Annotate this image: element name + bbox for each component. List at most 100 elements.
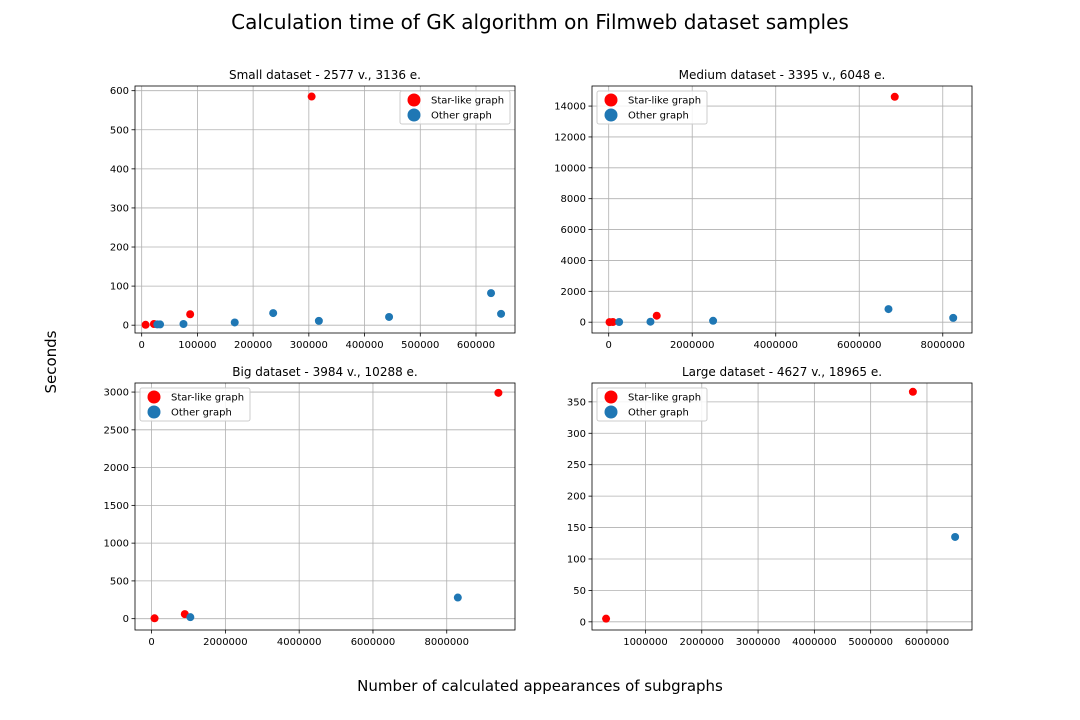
axes-frame — [591, 85, 973, 334]
data-point — [307, 92, 316, 101]
x-tick-label: 500000 — [401, 340, 439, 351]
legend-frame — [596, 387, 708, 422]
y-tick-label: 0 — [580, 318, 586, 329]
data-point — [453, 593, 462, 602]
data-point — [908, 387, 917, 396]
x-tick-label: 100000 — [178, 340, 216, 351]
legend-label: Other graph — [628, 111, 689, 122]
x-tick-label: 0 — [148, 637, 154, 648]
axes-frame — [591, 382, 973, 631]
data-point — [179, 320, 188, 329]
y-tick-label: 0 — [123, 321, 129, 332]
x-tick-label: 5000000 — [848, 637, 893, 648]
x-tick-label: 2000000 — [203, 637, 248, 648]
x-tick-label: 4000000 — [753, 340, 798, 351]
legend-marker — [147, 405, 161, 419]
legend: Star-like graph Other graph — [139, 387, 251, 422]
y-tick-label: 0 — [580, 617, 586, 628]
legend: Star-like graph Other graph — [399, 90, 511, 125]
x-tick-label: 400000 — [345, 340, 383, 351]
legend-marker — [604, 405, 618, 419]
data-point — [608, 318, 617, 327]
data-point — [314, 316, 323, 325]
data-point — [949, 313, 958, 322]
y-tick-label: 2000 — [561, 287, 586, 298]
x-tick-label: 0 — [606, 340, 612, 351]
legend: Star-like graph Other graph — [596, 387, 708, 422]
y-tick-label: 400 — [110, 164, 129, 175]
x-tick-label: 6000000 — [837, 340, 882, 351]
y-tick-label: 4000 — [561, 256, 586, 267]
data-point — [709, 316, 718, 325]
y-tick-label: 2500 — [104, 425, 129, 436]
axes-frame — [134, 85, 516, 334]
chart-panel: Large dataset - 4627 v., 18965 e. 1000000… — [567, 365, 973, 648]
legend-label: Star-like graph — [431, 96, 504, 107]
x-tick-label: 8000000 — [424, 637, 469, 648]
y-tick-label: 6000 — [561, 225, 586, 236]
x-tick-label: 6000000 — [905, 637, 950, 648]
figure-title: Calculation time of GK algorithm on Film… — [231, 10, 849, 34]
y-tick-label: 250 — [567, 460, 586, 471]
panel-title: Large dataset - 4627 v., 18965 e. — [682, 365, 882, 379]
data-point — [646, 317, 655, 326]
y-tick-label: 300 — [110, 203, 129, 214]
axes-frame — [134, 382, 516, 631]
y-tick-label: 8000 — [561, 194, 586, 205]
legend-marker — [604, 108, 618, 122]
figure-xlabel: Number of calculated appearances of subg… — [357, 677, 723, 695]
x-tick-label: 600000 — [457, 340, 495, 351]
x-tick-label: 1000000 — [623, 637, 668, 648]
legend-label: Other graph — [171, 408, 232, 419]
data-point — [186, 310, 195, 319]
y-tick-label: 200 — [567, 492, 586, 503]
data-point — [269, 309, 278, 318]
y-tick-label: 500 — [110, 125, 129, 136]
x-tick-label: 2000000 — [670, 340, 715, 351]
data-point — [156, 320, 165, 329]
y-tick-label: 100 — [110, 282, 129, 293]
panel-title: Small dataset - 2577 v., 3136 e. — [229, 68, 421, 82]
chart-panel: Small dataset - 2577 v., 3136 e. 0 100000 2… — [110, 68, 516, 351]
y-tick-label: 1000 — [104, 539, 129, 550]
legend-label: Star-like graph — [628, 96, 701, 107]
data-point — [385, 312, 394, 321]
data-point — [494, 388, 503, 397]
legend-marker — [407, 108, 421, 122]
y-tick-label: 3000 — [104, 388, 129, 399]
data-point — [615, 318, 624, 327]
data-point — [141, 320, 150, 329]
y-tick-label: 10000 — [554, 163, 586, 174]
data-point — [951, 532, 960, 541]
data-point — [497, 309, 506, 318]
x-tick-label: 4000000 — [277, 637, 322, 648]
data-point — [487, 289, 496, 298]
y-tick-label: 2000 — [104, 463, 129, 474]
y-tick-label: 50 — [573, 586, 586, 597]
legend-frame — [399, 90, 511, 125]
y-tick-label: 200 — [110, 243, 129, 254]
data-point — [884, 305, 893, 314]
panels: Small dataset - 2577 v., 3136 e.0 100000 2… — [104, 68, 973, 648]
data-point — [150, 614, 159, 623]
y-tick-label: 350 — [567, 397, 586, 408]
legend-label: Other graph — [431, 111, 492, 122]
y-tick-label: 100 — [567, 554, 586, 565]
y-tick-label: 14000 — [554, 102, 586, 113]
legend-marker — [604, 390, 618, 404]
x-tick-label: 3000000 — [736, 637, 781, 648]
x-tick-label: 0 — [138, 340, 144, 351]
chart-panel: Big dataset - 3984 v., 10288 e. 0 2000000 4… — [104, 365, 516, 648]
y-tick-label: 150 — [567, 523, 586, 534]
chart-panel: Medium dataset - 3395 v., 6048 e. 0 200000… — [554, 68, 973, 351]
data-point — [602, 614, 611, 623]
x-tick-label: 200000 — [234, 340, 272, 351]
legend-marker — [604, 93, 618, 107]
legend-label: Star-like graph — [171, 393, 244, 404]
y-tick-label: 300 — [567, 429, 586, 440]
x-tick-label: 300000 — [290, 340, 328, 351]
x-tick-label: 4000000 — [792, 637, 837, 648]
legend-frame — [596, 90, 708, 125]
data-point — [890, 92, 899, 101]
